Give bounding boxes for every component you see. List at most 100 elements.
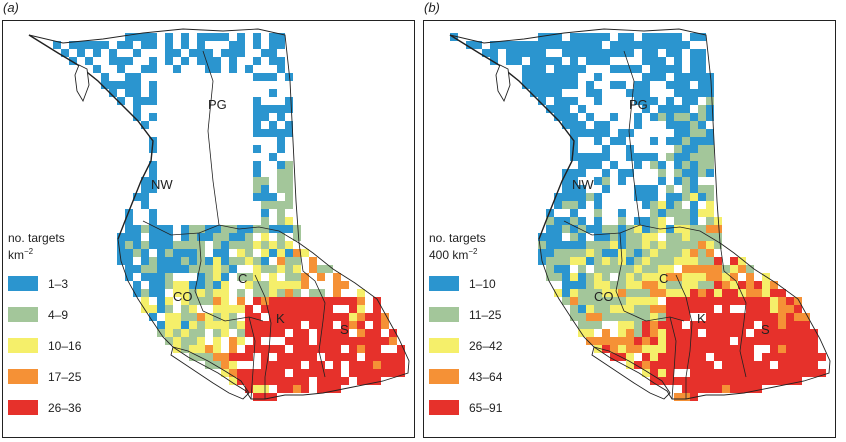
density-cell <box>666 345 674 353</box>
density-cell <box>642 273 650 281</box>
density-cell <box>213 273 221 281</box>
density-cell <box>778 289 786 297</box>
density-cell <box>762 313 770 321</box>
density-cell <box>610 113 618 121</box>
density-cell <box>586 113 594 121</box>
density-cell <box>490 49 498 57</box>
density-cell <box>586 57 594 65</box>
density-cell <box>229 313 237 321</box>
density-cell <box>373 361 381 369</box>
legend-item: 4–9 <box>8 299 128 330</box>
density-cell <box>602 249 610 257</box>
density-cell <box>602 121 610 129</box>
density-cell <box>602 345 610 353</box>
density-cell <box>317 361 325 369</box>
density-cell <box>570 113 578 121</box>
density-cell <box>173 49 181 57</box>
density-cell <box>698 121 706 129</box>
density-cell <box>594 265 602 273</box>
density-cell <box>229 361 237 369</box>
density-cell <box>690 57 698 65</box>
density-cell <box>333 281 341 289</box>
density-cell <box>141 249 149 257</box>
density-cell <box>562 273 570 281</box>
density-cell <box>618 41 626 49</box>
density-cell <box>634 113 642 121</box>
density-cell <box>706 273 714 281</box>
density-cell <box>554 201 562 209</box>
density-cell <box>141 265 149 273</box>
density-cell <box>277 289 285 297</box>
density-cell <box>706 249 714 257</box>
density-cell <box>133 33 141 41</box>
density-cell <box>690 321 698 329</box>
density-cell <box>213 249 221 257</box>
density-cell <box>642 257 650 265</box>
density-cell <box>570 41 578 49</box>
density-cell <box>602 265 610 273</box>
density-cell <box>778 329 786 337</box>
density-cell <box>562 281 570 289</box>
density-cell <box>586 249 594 257</box>
density-cell <box>538 81 546 89</box>
density-cell <box>642 353 650 361</box>
density-cell <box>277 201 285 209</box>
region-boundary <box>619 224 721 244</box>
density-cell <box>682 89 690 97</box>
density-cell <box>173 313 181 321</box>
density-cell <box>714 281 722 289</box>
density-cell <box>626 129 634 137</box>
density-cell <box>125 257 133 265</box>
density-cell <box>149 185 157 193</box>
density-cell <box>221 353 229 361</box>
density-cell <box>237 369 245 377</box>
density-cell <box>309 321 317 329</box>
density-cell <box>618 273 626 281</box>
density-cell <box>205 361 213 369</box>
density-cell <box>285 281 293 289</box>
density-cell <box>642 345 650 353</box>
density-cell <box>650 353 658 361</box>
density-cell <box>522 73 530 81</box>
legend-a-unit-exp: −2 <box>24 247 34 256</box>
density-cell <box>133 265 141 273</box>
density-cell <box>325 369 333 377</box>
density-cell <box>253 177 261 185</box>
density-cell <box>261 297 269 305</box>
density-cell <box>141 121 149 129</box>
density-cell <box>277 385 285 393</box>
density-cell <box>714 353 722 361</box>
density-cell <box>666 137 674 145</box>
density-cell <box>706 217 714 225</box>
density-cell <box>341 353 349 361</box>
density-cell <box>682 241 690 249</box>
density-cell <box>626 49 634 57</box>
density-cell <box>730 361 738 369</box>
density-cell <box>213 353 221 361</box>
density-cell <box>253 241 261 249</box>
density-cell <box>562 113 570 121</box>
map-panel-b: PG NW C CO K S no. targets 400 km−2 1–10 11–25… <box>423 20 836 438</box>
density-cell <box>650 73 658 81</box>
legend-item: 1–10 <box>429 268 549 299</box>
density-cell <box>293 265 301 273</box>
density-cell <box>698 281 706 289</box>
density-cell <box>285 265 293 273</box>
density-cell <box>221 321 229 329</box>
density-cell <box>317 337 325 345</box>
density-cell <box>586 89 594 97</box>
density-cell <box>578 297 586 305</box>
density-cell <box>626 353 634 361</box>
density-cell <box>269 321 277 329</box>
density-cell <box>578 273 586 281</box>
density-cell <box>722 313 730 321</box>
density-cell <box>658 257 666 265</box>
density-cell <box>357 305 365 313</box>
density-cell <box>706 345 714 353</box>
density-cell <box>141 193 149 201</box>
density-cell <box>618 137 626 145</box>
density-cell <box>133 81 141 89</box>
density-cell <box>690 209 698 217</box>
density-cell <box>117 41 125 49</box>
density-cell <box>85 41 93 49</box>
